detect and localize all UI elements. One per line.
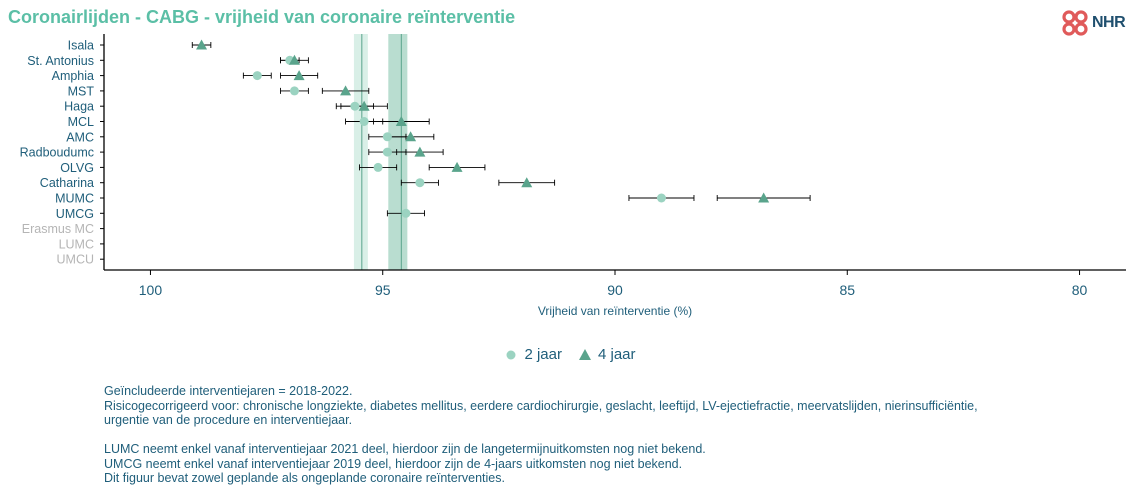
- y-category-label-mcl: MCL: [68, 115, 94, 129]
- point-2-jaar-mumc: [656, 193, 666, 203]
- footnote-line: LUMC neemt enkel vanaf interventiejaar 2…: [104, 442, 706, 456]
- point-4-jaar-mcl: [395, 116, 407, 126]
- point-2-jaar-amc: [382, 132, 392, 142]
- nhr-logo-icon: [1062, 10, 1088, 36]
- nhr-logo-text: NHR: [1092, 14, 1126, 31]
- footnote-spacer: [104, 428, 1124, 443]
- y-category-label-umcu: UMCU: [57, 253, 95, 267]
- footnote-line: Dit figuur bevat zowel geplande als onge…: [104, 471, 505, 485]
- y-category-label-isala: Isala: [68, 39, 94, 53]
- benchmark-band-2-jaar: [353, 34, 368, 270]
- x-tick-label: 85: [839, 282, 855, 298]
- chart-legend: 2 jaar 4 jaar: [0, 346, 1140, 363]
- footnote-line: UMCG neemt enkel vanaf interventiejaar 2…: [104, 456, 683, 471]
- y-category-label-catharina: Catharina: [40, 176, 94, 190]
- point-2-jaar-olvg: [373, 162, 383, 172]
- y-category-label-umcg: UMCG: [56, 207, 94, 221]
- circle-marker-icon: [506, 350, 516, 359]
- point-2-jaar-mcl: [359, 117, 369, 126]
- x-tick-label: 80: [1072, 282, 1088, 298]
- y-category-label-amc: AMC: [66, 130, 94, 144]
- point-4-jaar-mumc: [758, 192, 770, 203]
- point-2-jaar-umcg: [401, 208, 411, 218]
- legend-label: 2 jaar: [524, 346, 562, 363]
- footnote-line: urgentie van de procedure en interventie…: [104, 413, 353, 427]
- x-tick-label: 95: [375, 282, 391, 298]
- x-tick-label: 100: [139, 282, 163, 298]
- chart-area: 100 95 90 85 80 Vrijheid van reïnterventie (%…: [20, 34, 1126, 318]
- point-4-jaar-amc: [405, 131, 417, 142]
- legend-item-2-jaar: 2 jaar: [504, 346, 562, 363]
- y-category-label-amphia: Amphia: [52, 69, 94, 83]
- y-category-label-erasmus-mc: Erasmus MC: [22, 222, 94, 236]
- point-2-jaar-radboudumc: [382, 147, 392, 157]
- point-4-jaar-radboudumc: [414, 146, 426, 157]
- triangle-marker-icon: [579, 348, 591, 360]
- point-2-jaar-haga: [350, 101, 360, 111]
- y-category-label-olvg: OLVG: [60, 161, 94, 175]
- point-4-jaar-st-antonius: [288, 54, 300, 65]
- y-category-label-mumc: MUMC: [55, 192, 94, 206]
- point-4-jaar-amphia: [293, 70, 305, 81]
- point-4-jaar-mst: [340, 85, 352, 96]
- point-4-jaar-catharina: [521, 177, 533, 188]
- point-4-jaar-haga: [358, 100, 370, 111]
- page-title: Coronairlijden - CABG - vrijheid van cor…: [8, 7, 516, 27]
- footnote-line: Geïncludeerde interventiejaren = 2018-20…: [104, 384, 353, 398]
- x-tick-label: 90: [607, 282, 623, 298]
- point-2-jaar-amphia: [252, 71, 262, 81]
- y-category-label-lumc: LUMC: [59, 237, 94, 251]
- nhr-logo: NHR: [1060, 9, 1126, 37]
- legend-item-4-jaar: 4 jaar: [578, 346, 636, 363]
- y-category-label-haga: Haga: [64, 100, 94, 114]
- y-category-label-mst: MST: [68, 84, 95, 98]
- point-2-jaar-catharina: [415, 178, 425, 188]
- y-category-label-radboudumc: Radboudumc: [20, 146, 94, 160]
- point-4-jaar-isala: [196, 39, 208, 50]
- x-axis-title: Vrijheid van reïnterventie (%): [538, 304, 692, 318]
- legend-label: 4 jaar: [598, 346, 636, 363]
- y-category-label-st-antonius: St. Antonius: [27, 54, 94, 68]
- point-2-jaar-mst: [289, 86, 299, 96]
- point-4-jaar-olvg: [451, 161, 463, 172]
- footnotes: Geïncludeerde interventiejaren = 2018-20…: [104, 384, 1124, 486]
- footnote-line: Risicogecorrigeerd voor: chronische long…: [104, 398, 978, 413]
